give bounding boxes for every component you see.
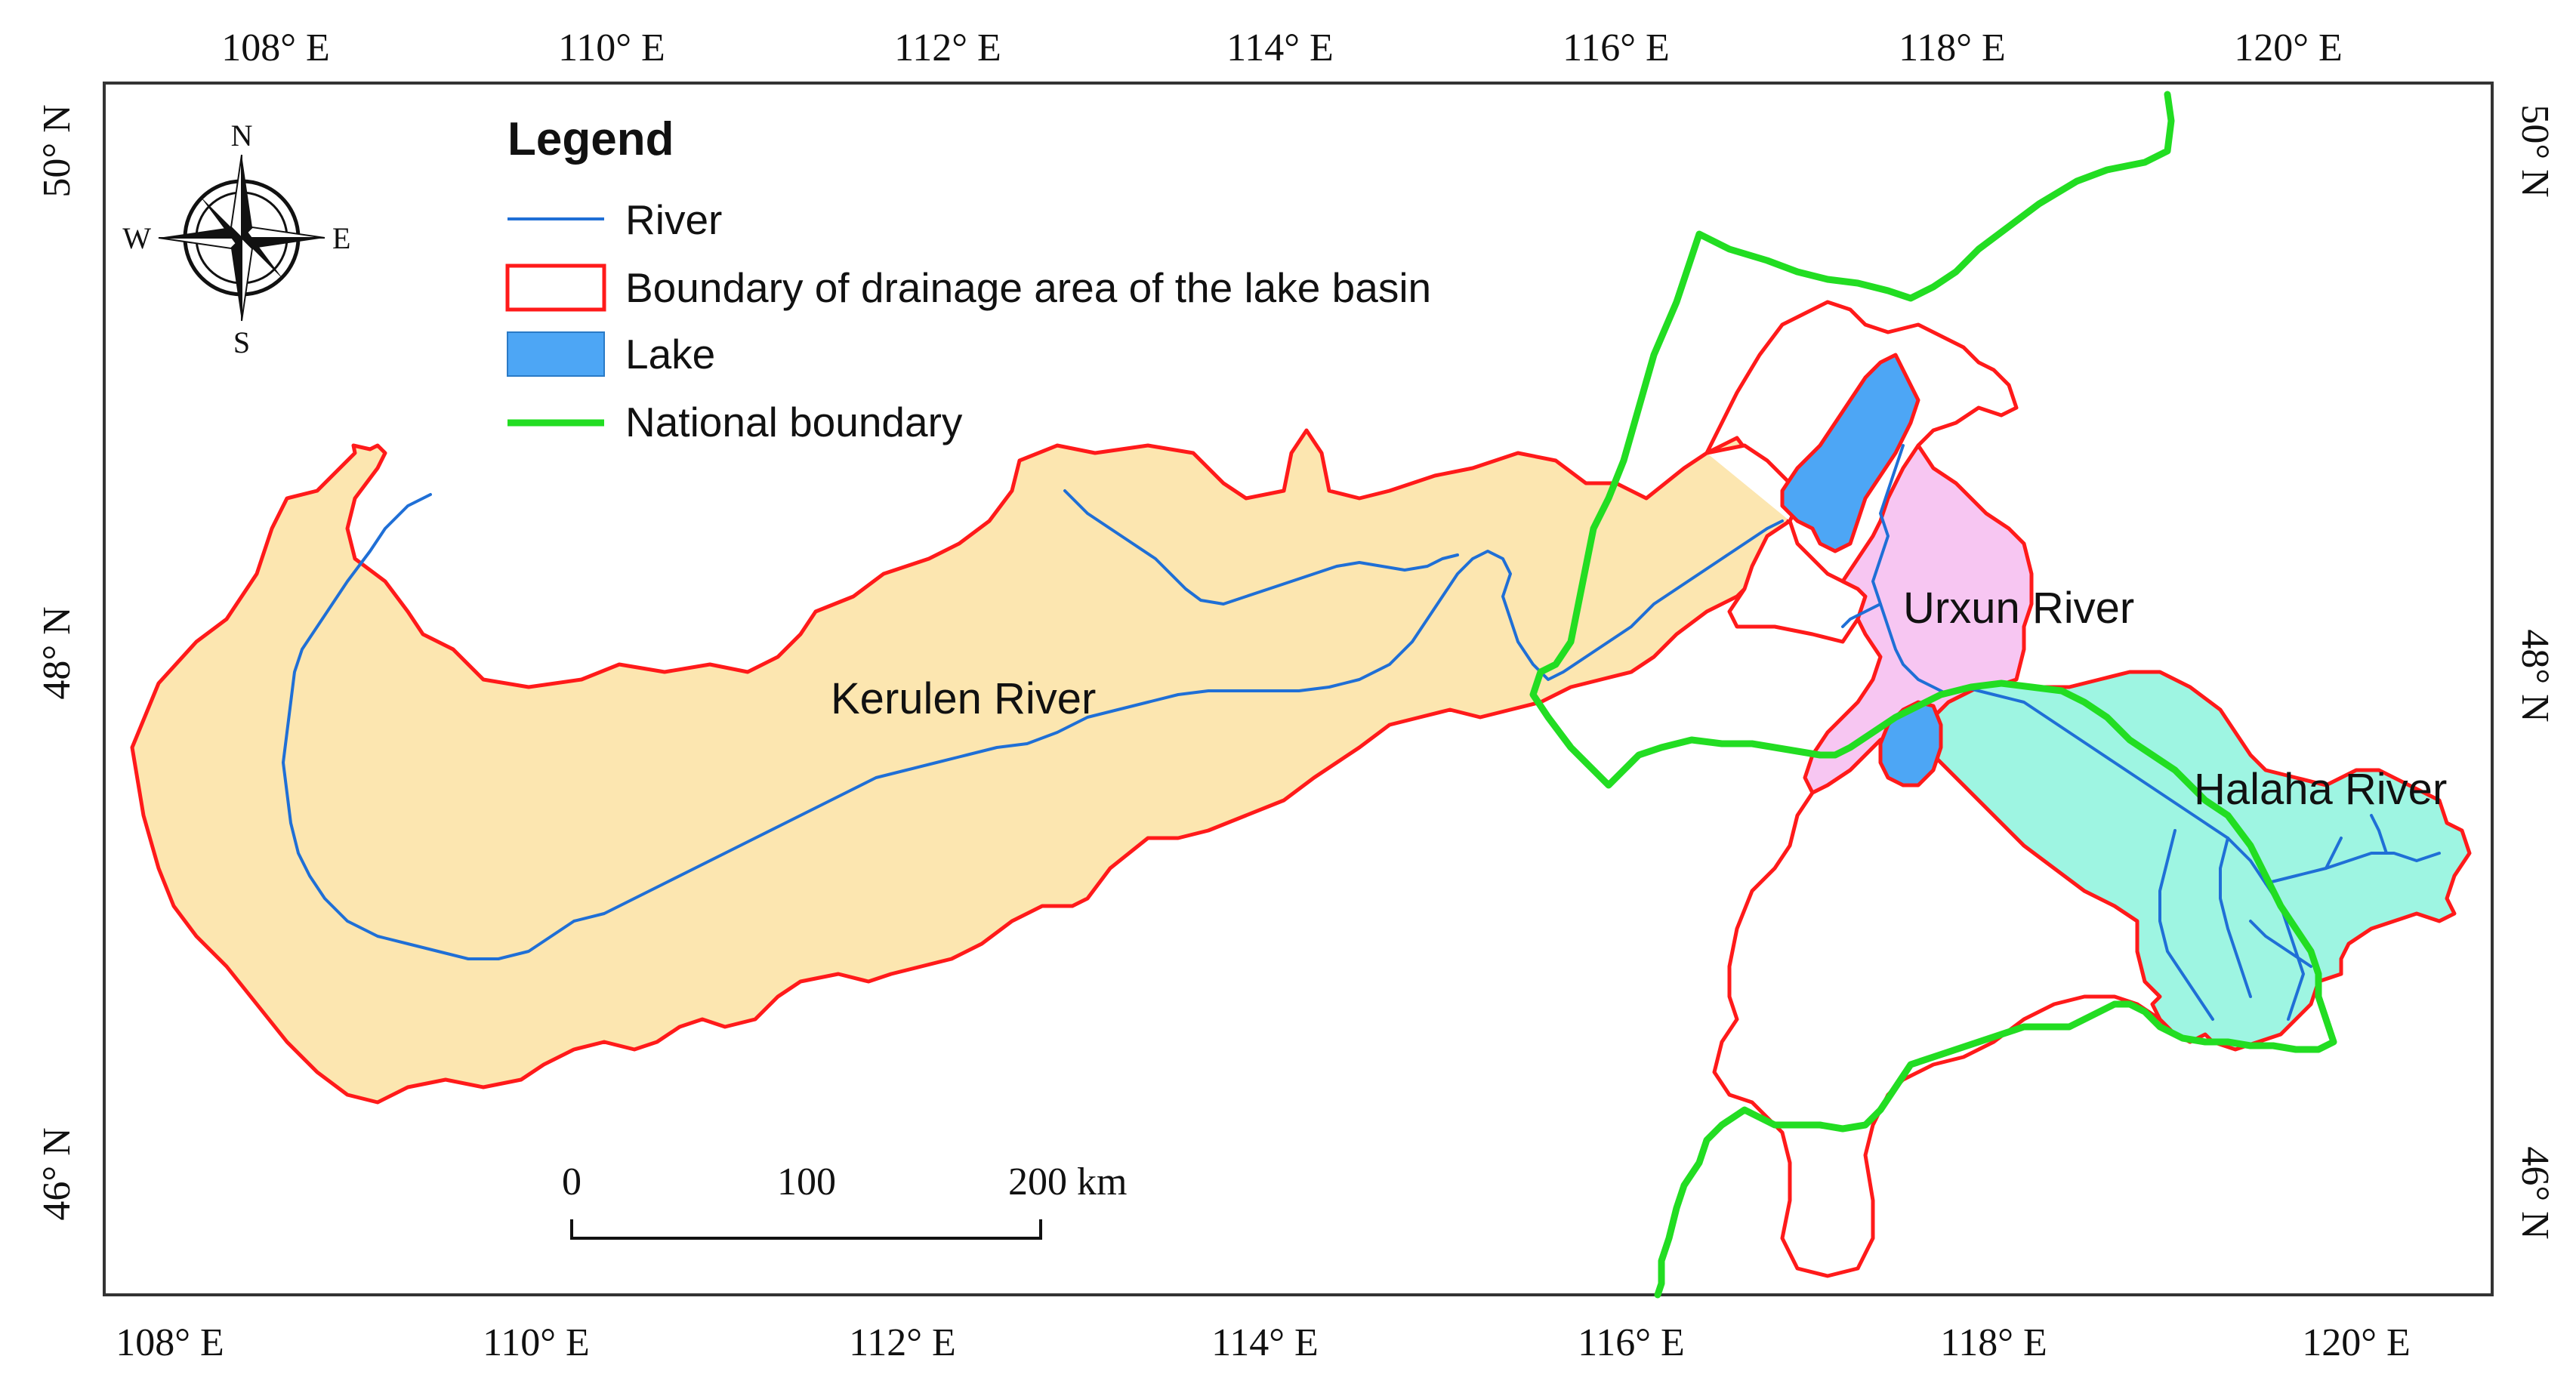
legend-title: Legend [507,113,674,165]
urxun-branch [1841,603,1882,628]
compass-south-arrow [231,238,242,321]
compass-e-label: E [332,221,350,255]
bottom-lon-label: 112° E [849,1321,956,1364]
bottom-lon-label: 116° E [1578,1321,1685,1364]
top-lon-label: 110° E [558,26,665,69]
scale-bar: 0 100 200 km [562,1160,1127,1240]
legend-basin-boundary-swatch [505,263,606,312]
left-lat-label: 46° N [35,1127,79,1220]
left-lat-label: 48° N [35,606,79,699]
compass-w-label: W [122,221,151,255]
halaha-tributary-4 [2325,837,2343,870]
legend-national-boundary-label: National boundary [625,399,963,445]
scale-bar-line [570,1219,1042,1240]
top-lon-label: 112° E [894,26,1001,69]
north-basin-outline [1704,300,2019,455]
right-lat-label: 48° N [2513,629,2556,722]
legend: Legend River Boundary of drainage area o… [505,113,1431,445]
kerulen-main-river [282,493,1784,960]
bottom-lon-label: 108° E [116,1321,224,1364]
halaha-basin [1931,670,2472,1052]
compass-west-arrow [159,227,242,238]
compass-north-arrow [242,155,252,238]
bottom-lon-label: 120° E [2302,1321,2411,1364]
halaha-tributary-1 [2158,829,2214,1021]
top-longitude-labels: 108° E 110° E 112° E 114° E 116° E 118° … [221,26,2343,69]
halaha-tributary-5 [2370,814,2388,855]
scale-label-200: 200 km [1008,1160,1127,1203]
legend-lake-swatch [507,331,605,377]
halaha-river-label: Halaha River [2194,765,2447,814]
compass-diagonal-arrows-2 [200,196,283,279]
left-lat-label: 50° N [35,104,79,197]
right-lat-label: 46° N [2513,1146,2556,1239]
kerulen-tributary [1063,489,1459,606]
kerulen-river-label: Kerulen River [831,674,1096,723]
bottom-lon-label: 110° E [483,1321,590,1364]
top-lon-label: 108° E [221,26,330,69]
halaha-tributary-6 [2249,920,2312,968]
right-latitude-labels: 50° N 48° N 46° N [2513,104,2556,1239]
rivers [282,444,2441,1021]
halaha-main-river [1962,686,2305,1021]
compass-east-arrow [242,238,325,248]
compass-n-label: N [231,119,253,153]
compass-rose: N S E W [122,119,350,359]
national-boundary [1529,91,2337,1299]
compass-s-label: S [233,325,250,359]
legend-river-label: River [625,196,722,243]
top-lon-label: 120° E [2234,26,2343,69]
scale-label-0: 0 [562,1160,582,1203]
top-lon-label: 114° E [1226,26,1334,69]
left-latitude-labels: 50° N 48° N 46° N [35,104,79,1220]
urxun-river-label: Urxun River [1903,584,2134,633]
top-lon-label: 118° E [1899,26,2006,69]
top-lon-label: 116° E [1563,26,1670,69]
right-lat-label: 50° N [2513,104,2556,197]
bottom-lon-label: 114° E [1211,1321,1319,1364]
bottom-lon-label: 118° E [1940,1321,2047,1364]
halaha-tributary-3 [2264,852,2441,885]
scale-label-100: 100 [777,1160,836,1203]
hulun-lake [1780,353,1920,553]
bottom-longitude-labels: 108° E 110° E 112° E 114° E 116° E 118° … [116,1321,2411,1364]
legend-basin-boundary-label: Boundary of drainage area of the lake ba… [625,264,1431,311]
halaha-tributary-2 [2219,837,2252,998]
legend-lake-label: Lake [625,331,715,378]
